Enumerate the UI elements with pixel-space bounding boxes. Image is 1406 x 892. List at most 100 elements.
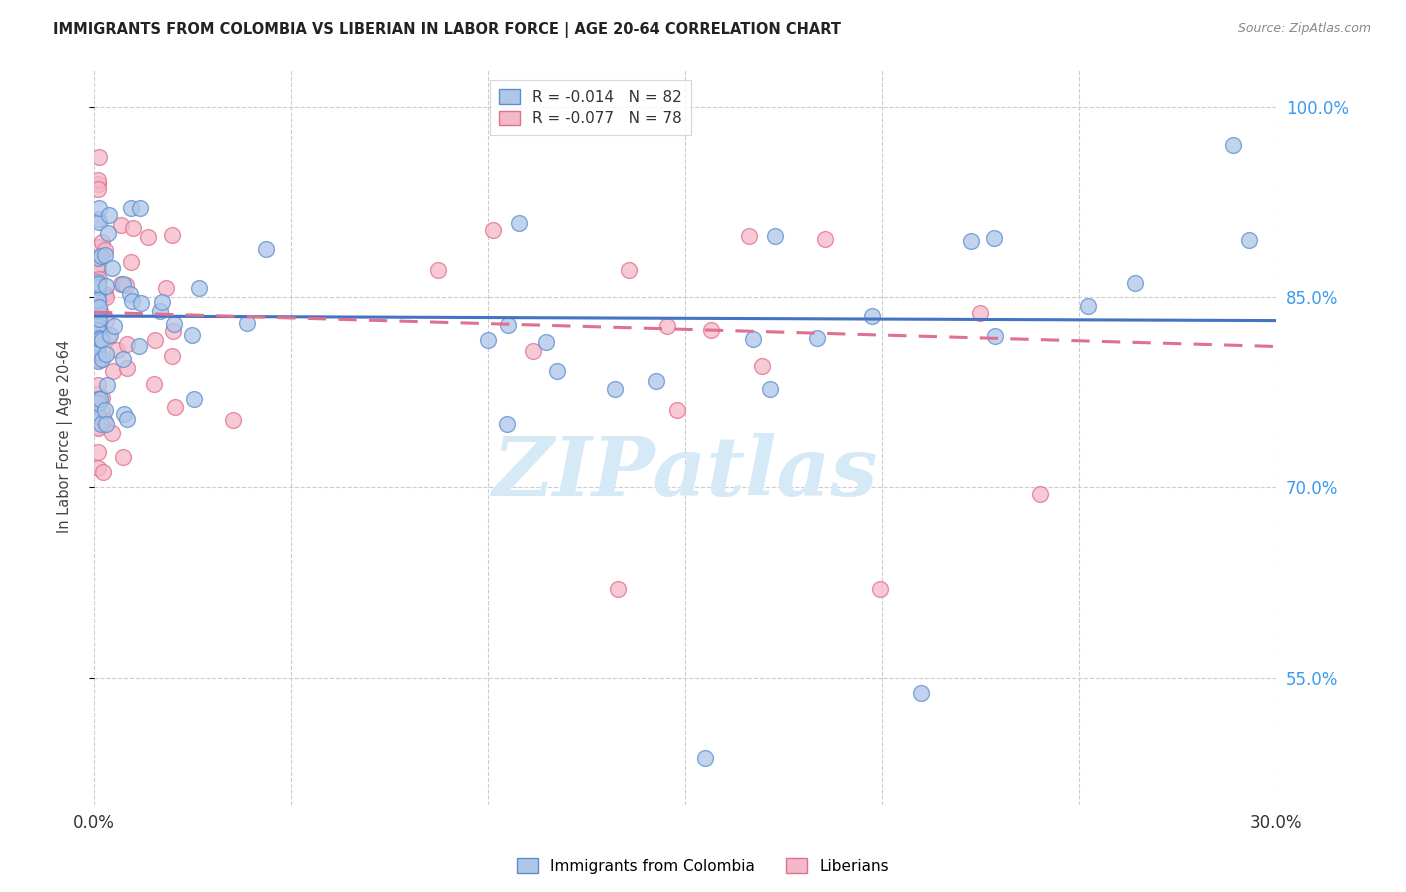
Point — [87, 342, 110, 356]
Point — [87, 378, 110, 392]
Point — [90, 417, 112, 431]
Point — [103, 319, 125, 334]
Point — [128, 339, 150, 353]
Point — [94, 278, 117, 293]
Point — [91, 286, 114, 301]
Point — [118, 287, 141, 301]
Point — [112, 407, 135, 421]
Point — [87, 348, 110, 362]
Point — [128, 201, 150, 215]
Point — [155, 281, 177, 295]
Point — [87, 240, 110, 254]
Point — [508, 216, 530, 230]
Point — [96, 378, 118, 392]
Point — [87, 324, 110, 338]
Point — [101, 261, 124, 276]
Point — [91, 235, 114, 250]
Point — [136, 230, 159, 244]
Point — [183, 392, 205, 406]
Point — [254, 243, 277, 257]
Text: IMMIGRANTS FROM COLOMBIA VS LIBERIAN IN LABOR FORCE | AGE 20-64 CORRELATION CHAR: IMMIGRANTS FROM COLOMBIA VS LIBERIAN IN … — [53, 22, 841, 38]
Point — [482, 223, 505, 237]
Point — [87, 323, 110, 337]
Point — [87, 178, 110, 192]
Point — [98, 328, 121, 343]
Point — [87, 460, 110, 475]
Point — [910, 686, 932, 700]
Point — [87, 344, 110, 359]
Point — [87, 297, 110, 311]
Point — [87, 321, 110, 335]
Point — [89, 201, 111, 215]
Point — [112, 352, 135, 367]
Point — [984, 329, 1007, 343]
Point — [110, 218, 132, 232]
Point — [110, 277, 132, 291]
Point — [163, 318, 186, 332]
Point — [89, 332, 111, 346]
Point — [101, 426, 124, 441]
Point — [93, 403, 115, 417]
Point — [112, 450, 135, 465]
Point — [87, 342, 110, 356]
Point — [162, 349, 184, 363]
Point — [87, 341, 110, 355]
Point — [162, 324, 184, 338]
Point — [607, 582, 630, 596]
Point — [87, 293, 110, 308]
Point — [149, 303, 172, 318]
Point — [693, 750, 716, 764]
Point — [121, 293, 143, 308]
Point — [97, 328, 120, 343]
Point — [87, 300, 110, 314]
Point — [87, 392, 110, 406]
Point — [91, 404, 114, 418]
Point — [737, 228, 759, 243]
Point — [645, 374, 668, 388]
Point — [1123, 276, 1146, 290]
Point — [869, 582, 891, 596]
Point — [806, 331, 828, 345]
Point — [87, 280, 110, 294]
Point — [87, 309, 110, 323]
Point — [94, 417, 117, 431]
Point — [522, 343, 544, 358]
Point — [655, 318, 678, 333]
Point — [87, 250, 110, 264]
Point — [91, 351, 114, 366]
Point — [165, 401, 187, 415]
Point — [983, 231, 1005, 245]
Point — [187, 281, 209, 295]
Point — [87, 398, 110, 412]
Point — [87, 277, 110, 292]
Point — [150, 295, 173, 310]
Point — [236, 316, 259, 330]
Point — [87, 215, 110, 229]
Point — [87, 309, 110, 323]
Point — [759, 382, 782, 396]
Point — [969, 306, 991, 320]
Point — [496, 417, 519, 431]
Point — [87, 293, 110, 308]
Point — [87, 350, 110, 364]
Point — [122, 220, 145, 235]
Point — [115, 337, 138, 351]
Point — [117, 361, 139, 376]
Point — [87, 335, 110, 350]
Point — [496, 318, 519, 333]
Point — [145, 333, 167, 347]
Point — [90, 391, 112, 405]
Point — [87, 182, 110, 196]
Point — [91, 465, 114, 479]
Point — [860, 310, 883, 324]
Point — [94, 243, 117, 257]
Point — [101, 363, 124, 377]
Point — [87, 212, 110, 227]
Point — [742, 332, 765, 346]
Point — [427, 263, 450, 277]
Point — [751, 359, 773, 374]
Point — [603, 382, 626, 396]
Point — [87, 314, 110, 328]
Point — [87, 301, 110, 316]
Point — [477, 334, 499, 348]
